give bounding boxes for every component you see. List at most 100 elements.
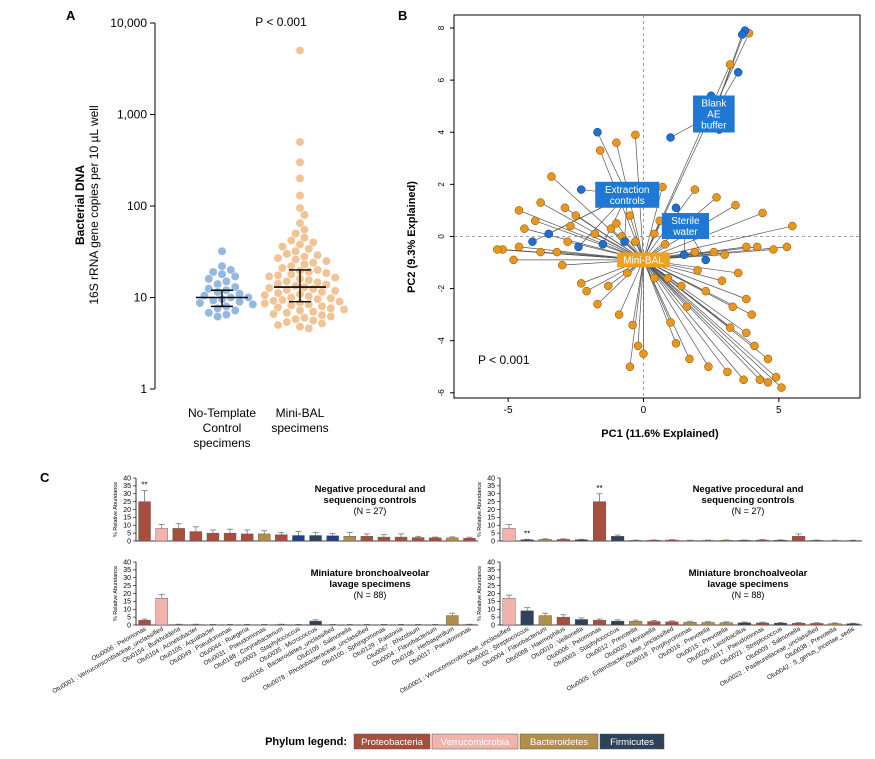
panel-letter-b: B <box>398 8 407 23</box>
panel-c-ytick-label: 25 <box>487 583 495 590</box>
panel-a-point <box>321 256 331 266</box>
panel-b-spoke-bal <box>643 186 663 260</box>
panel-b-ylabel: PC2 (9.3% Explained) <box>406 181 418 293</box>
panel-c-bar <box>574 619 588 626</box>
panel-a-point <box>291 314 301 324</box>
panel-c-ylabel: % Relative Abundance <box>113 482 119 537</box>
panel-c-bar <box>683 540 697 542</box>
panel-a-point <box>204 308 214 318</box>
panel-c-ytick-label: 40 <box>487 475 495 482</box>
panel-b-point-bal <box>614 310 624 319</box>
panel-c-bar <box>326 624 339 626</box>
panel-c-bar <box>502 598 516 626</box>
panel-b-spoke-bal <box>551 176 644 261</box>
panel-a-point <box>286 293 296 302</box>
panel-c-ytick-label: 10 <box>123 523 131 530</box>
panel-a-ytick-label: 10,000 <box>110 16 147 30</box>
panel-a-point <box>295 46 305 55</box>
panel-letter-c: C <box>40 470 50 485</box>
panel-b-point-bal <box>520 224 529 233</box>
panel-c-title-line2: lavage specimens <box>329 579 410 590</box>
panel-c-bar <box>206 532 220 542</box>
panel-a-point <box>308 258 318 268</box>
panel-a-point <box>235 289 245 299</box>
panel-a-point <box>304 275 314 285</box>
panel-b-point-control <box>544 229 553 239</box>
panel-c-bar <box>292 624 305 626</box>
panel-c-bar <box>360 536 374 542</box>
panel-c-bar <box>538 539 552 542</box>
panel-a-point <box>295 306 305 316</box>
panel-a-point <box>291 229 301 238</box>
panel-b-point-bal <box>666 318 675 327</box>
panel-b-spoke-bal <box>518 210 644 261</box>
panel-b-point-bal <box>493 245 502 254</box>
panel-letter-a: A <box>66 8 76 23</box>
panel-b-point-bal <box>650 229 659 239</box>
panel-b-point-control <box>738 30 747 39</box>
panel-b-point-bal <box>595 146 605 155</box>
panel-c-bar <box>701 540 715 542</box>
panel-c-significance: ** <box>141 481 147 490</box>
panel-a-point <box>282 308 292 318</box>
panel-a-point <box>195 298 205 308</box>
panel-c-ytick-label: 20 <box>123 591 131 598</box>
panel-a-point <box>282 317 292 327</box>
panel-a-point <box>282 249 292 259</box>
panel-b-frame <box>453 14 861 399</box>
panel-c-bar <box>774 540 788 542</box>
panel-a-point <box>299 313 309 323</box>
panel-b-point-control <box>701 255 710 265</box>
panel-b-point-bal <box>639 349 648 358</box>
panel-b-point-bal <box>547 172 556 181</box>
panel-c-bar <box>343 624 356 626</box>
panel-b-point-bal <box>566 221 575 231</box>
panel-c-bar <box>683 621 697 626</box>
panel-b-point-bal <box>720 250 729 259</box>
panel-a-point <box>313 250 323 260</box>
panel-b-point-bal <box>509 255 518 265</box>
panel-b-point-bal <box>752 242 762 252</box>
panel-c-bar <box>309 620 322 626</box>
panel-b-point-bal <box>782 242 792 252</box>
panel-c-ytick-label: 10 <box>487 607 495 614</box>
panel-c-ytick-label: 0 <box>491 538 495 545</box>
panel-b-point-bal <box>660 240 670 249</box>
panel-a-point <box>286 236 296 245</box>
panel-a-point <box>304 291 314 301</box>
panel-a-point <box>260 290 270 300</box>
panel-c-bar <box>275 624 288 626</box>
panel-b-point-bal <box>593 299 602 309</box>
panel-c-n-label: (N = 88) <box>354 590 387 600</box>
panel-c-bar <box>810 540 824 542</box>
panel-c-ytick-label: 25 <box>123 583 131 590</box>
panel-c-ytick-label: 40 <box>123 475 131 482</box>
panel-b-point-bal <box>622 268 632 278</box>
panel-b-point-control <box>574 242 583 252</box>
panel-a-point <box>299 225 309 235</box>
panel-b-point-bal <box>742 242 751 252</box>
panel-b-ytick-label: -2 <box>437 284 446 292</box>
panel-b-point-bal <box>747 310 756 319</box>
panel-c-bar <box>411 537 425 542</box>
panel-c-bar <box>172 528 185 542</box>
panel-b-point-control <box>620 237 629 246</box>
panel-b-group-label-box <box>595 181 660 208</box>
panel-c-ytick-label: 5 <box>491 614 495 621</box>
panel-b-point-bal <box>682 302 692 312</box>
panel-b-point-bal <box>777 383 786 392</box>
panel-b-ytick-label: 6 <box>437 77 446 82</box>
panel-c-significance: ** <box>524 529 530 538</box>
panel-c-bar <box>206 624 220 626</box>
panel-a-point <box>326 293 336 303</box>
panel-a-point <box>295 239 305 249</box>
panel-c-bar <box>719 622 733 626</box>
panel-a-point <box>260 299 270 308</box>
panel-b-spoke-bal <box>632 259 644 326</box>
panel-c-ytick-label: 0 <box>127 622 131 629</box>
panel-a-point <box>199 291 209 301</box>
panel-a-point <box>295 203 305 213</box>
panel-c-bar <box>172 624 185 626</box>
